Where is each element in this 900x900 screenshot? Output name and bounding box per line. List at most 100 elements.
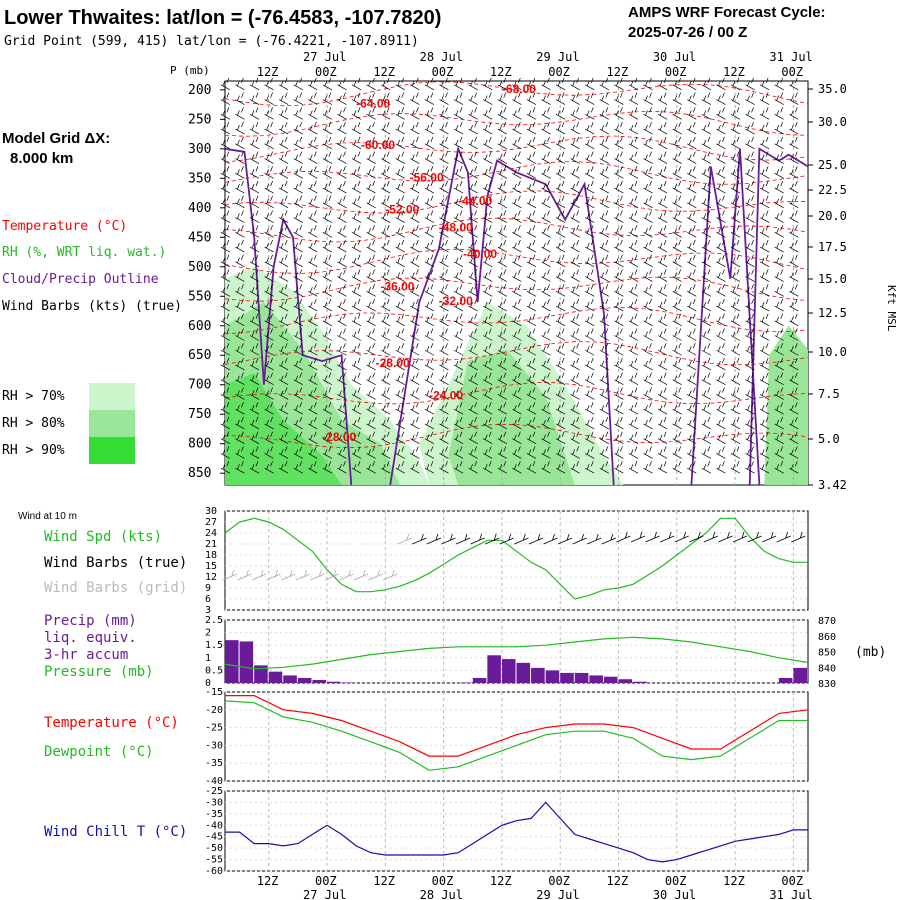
wind-barb: [497, 431, 507, 445]
wind-barb: [672, 92, 682, 105]
wind-barb: [745, 239, 755, 253]
wind-barb: [687, 254, 697, 268]
wind-barb: [745, 121, 755, 135]
wind-barb: [745, 402, 755, 415]
wind-barb: [395, 446, 405, 459]
wind-barb: [351, 239, 362, 253]
wind-barb: [599, 269, 609, 282]
wind-barb: [657, 121, 668, 135]
wind-barb: [526, 446, 537, 459]
wind-barb: [730, 298, 741, 312]
temperature-tick-label: -30: [205, 740, 223, 751]
wind-barb: [555, 402, 566, 415]
wind10m-tick-label: 15: [205, 561, 217, 572]
height-tick-label: 22.5: [818, 183, 847, 197]
wind-barb: [381, 107, 391, 120]
wind-barb: [716, 166, 726, 179]
wind-barb: [759, 269, 770, 282]
top-date-label: 27 Jul: [303, 50, 346, 64]
wind-barb: [628, 328, 639, 341]
windchill-tick-label: -30: [205, 797, 223, 808]
wind-barb: [759, 121, 770, 135]
wind-barb: [337, 387, 347, 400]
wind-barb: [789, 461, 799, 474]
wind-barb: [366, 92, 376, 105]
wind-barb: [293, 121, 303, 135]
wind-barb: [526, 225, 537, 238]
wind-barb: [745, 77, 755, 91]
wind-barb: [526, 121, 537, 135]
windchill-tick-label: -35: [205, 809, 223, 820]
wind-barb: [672, 402, 682, 415]
wind-barb: [322, 225, 333, 238]
wind-barb: [614, 121, 624, 135]
grid-point-label: Grid Point (599, 415) lat/lon = (-76.422…: [4, 34, 419, 49]
wind-barb: [453, 387, 464, 400]
wind-barb: [599, 298, 609, 312]
wind-barb: [687, 328, 697, 341]
precip-tick-label: 2: [205, 628, 211, 639]
wind-barb: [526, 402, 537, 415]
wind-barb: [264, 166, 274, 179]
wind-barb: [351, 284, 362, 297]
height-tick-label: 15.0: [818, 272, 847, 286]
wind-barb: [745, 136, 755, 150]
wind-barb: [337, 77, 347, 91]
bottom-hour-label: 00Z: [315, 874, 337, 888]
wind-barb: [351, 328, 362, 341]
wind-barb: [395, 254, 405, 268]
wind-barb: [424, 372, 435, 386]
wind-barb: [716, 343, 726, 356]
wind-barb: [701, 136, 712, 150]
wind-barbs-grid-label: Wind Barbs (grid): [44, 580, 187, 596]
windchill-line: [225, 801, 808, 863]
wind-barb: [628, 121, 639, 135]
wind-barb: [789, 225, 799, 238]
wind-barb: [701, 431, 712, 445]
wind-barb: [628, 284, 639, 297]
wind-barb: [337, 416, 347, 430]
top-date-label: 28 Jul: [420, 50, 463, 64]
wind-barb: [599, 107, 609, 120]
wind-barb: [308, 387, 318, 400]
wind-barb: [220, 107, 231, 120]
wind-barb: [351, 254, 362, 268]
precip-tick-label: 0.5: [205, 665, 223, 676]
wind-barb: [235, 195, 245, 209]
windchill-tick-label: -50: [205, 843, 223, 854]
precip-bar: [793, 667, 807, 683]
wind-barb: [381, 298, 391, 312]
wind-barb: [730, 357, 741, 371]
wind-barb: [599, 195, 609, 209]
surface-wind-barb: [397, 533, 412, 545]
wind-barb: [526, 92, 537, 105]
temperature-tick-label: -35: [205, 758, 223, 769]
temperature-contour-label: -52.00: [385, 203, 419, 217]
wind-barb: [541, 298, 551, 312]
wind-barb: [672, 372, 682, 386]
wind-barb: [555, 298, 566, 312]
temperature-contour-9: [224, 341, 809, 366]
wind-barb: [497, 298, 507, 312]
wind-barb: [555, 372, 566, 386]
pressure-tick-label: 300: [188, 142, 211, 157]
wind-barb: [526, 298, 537, 312]
wind-barb: [439, 328, 449, 341]
wind-barb: [716, 446, 726, 459]
wind-barb: [439, 416, 449, 430]
wind-barb: [468, 254, 478, 268]
wind-barb: [672, 77, 682, 91]
wind-barb: [381, 416, 391, 430]
wind-barb: [657, 254, 668, 268]
wind-barb: [759, 298, 770, 312]
wind-barb: [614, 416, 624, 430]
bottom-date-label: 27 Jul: [303, 888, 346, 900]
wind-barb: [745, 92, 755, 105]
pressure-tick-label: 750: [188, 407, 211, 422]
wind-barb: [351, 357, 362, 371]
wind-barb: [395, 107, 405, 120]
bottom-hour-label: 00Z: [665, 874, 687, 888]
rh70-swatch: [89, 383, 135, 410]
wind-barb: [570, 431, 580, 445]
wind-barb: [716, 416, 726, 430]
